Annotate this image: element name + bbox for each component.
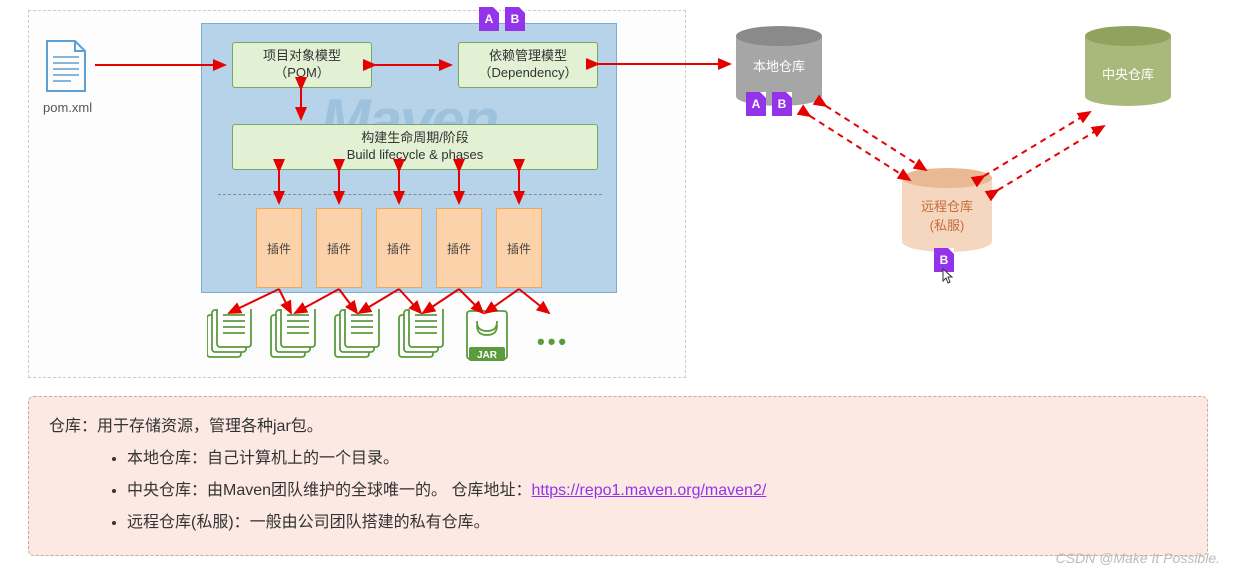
plugin-box-4: 插件 xyxy=(436,208,482,288)
dependency-box: 依赖管理模型 （Dependency） xyxy=(458,42,598,88)
dep-box-line1: 依赖管理模型 xyxy=(489,48,567,65)
lifecycle-box: 构建生命周期/阶段 Build lifecycle & phases xyxy=(232,124,598,170)
ellipsis: ••• xyxy=(537,329,569,355)
mini-file-a-top: A xyxy=(479,7,499,31)
info-title: 仓库：用于存储资源，管理各种jar包。 xyxy=(49,411,1187,443)
mini-file-b-top: B xyxy=(505,7,525,31)
central-repo-label: 中央仓库 xyxy=(1085,50,1171,83)
pom-xml-file-icon: pom.xml xyxy=(43,39,87,115)
diagram-container: pom.xml Maven 项目对象模型 （POM） 依赖管理模型 （Depen… xyxy=(28,10,686,378)
plugin-box-3: 插件 xyxy=(376,208,422,288)
dep-box-line2: （Dependency） xyxy=(479,65,578,82)
csdn-watermark: CSDN @Make It Possible. xyxy=(1056,550,1220,566)
plugin-box-1: 插件 xyxy=(256,208,302,288)
inner-divider xyxy=(218,194,602,195)
remote-repo-cylinder: 远程仓库 (私服) xyxy=(902,178,992,252)
info-box: 仓库：用于存储资源，管理各种jar包。 本地仓库：自己计算机上的一个目录。 中央… xyxy=(28,396,1208,556)
plugin-box-5: 插件 xyxy=(496,208,542,288)
pom-xml-label: pom.xml xyxy=(43,100,87,115)
pom-box-line2: （POM） xyxy=(274,65,330,82)
info-item-1: 本地仓库：自己计算机上的一个目录。 xyxy=(127,443,1187,475)
central-repo-cylinder: 中央仓库 xyxy=(1085,36,1171,106)
pom-box-line1: 项目对象模型 xyxy=(263,48,341,65)
remote-repo-line2: (私服) xyxy=(902,215,992,234)
remote-repo-line1: 远程仓库 xyxy=(902,192,992,215)
local-repo-file-a: A xyxy=(746,92,766,116)
plugin-box-2: 插件 xyxy=(316,208,362,288)
svg-text:JAR: JAR xyxy=(477,350,498,361)
local-repo-label: 本地仓库 xyxy=(736,50,822,75)
pom-box: 项目对象模型 （POM） xyxy=(232,42,372,88)
maven-container: Maven 项目对象模型 （POM） 依赖管理模型 （Dependency） 构… xyxy=(201,23,617,293)
info-item-2: 中央仓库：由Maven团队维护的全球唯一的。 仓库地址：https://repo… xyxy=(127,475,1187,507)
local-repo-file-b: B xyxy=(772,92,792,116)
repo-link[interactable]: https://repo1.maven.org/maven2/ xyxy=(531,482,766,499)
lifecycle-line2: Build lifecycle & phases xyxy=(347,147,484,164)
lifecycle-line1: 构建生命周期/阶段 xyxy=(361,130,469,147)
cursor-icon xyxy=(942,268,954,287)
info-item-3: 远程仓库(私服)：一般由公司团队搭建的私有仓库。 xyxy=(127,507,1187,539)
